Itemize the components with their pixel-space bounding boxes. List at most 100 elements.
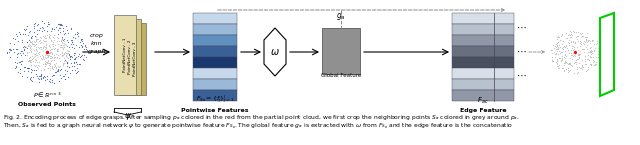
Point [557, 67, 567, 69]
Point [61, 70, 72, 72]
Point [546, 49, 556, 51]
Text: ⋯: ⋯ [517, 23, 527, 33]
Point [49, 59, 59, 61]
Point [548, 44, 558, 46]
Point [37, 63, 47, 66]
Point [553, 41, 563, 43]
Point [559, 62, 569, 65]
Point [590, 62, 600, 65]
Point [63, 50, 74, 52]
Point [81, 48, 92, 51]
Point [566, 36, 576, 38]
Point [53, 37, 63, 39]
Point [38, 76, 48, 78]
Point [25, 40, 35, 42]
Point [81, 46, 92, 48]
Point [39, 39, 49, 42]
Point [567, 54, 577, 57]
Point [557, 48, 568, 50]
Point [586, 46, 596, 48]
Point [52, 54, 63, 56]
Point [77, 54, 87, 56]
Point [12, 33, 22, 36]
Point [575, 45, 585, 47]
Point [58, 75, 68, 77]
Point [568, 41, 578, 43]
Polygon shape [264, 28, 286, 76]
Point [28, 75, 38, 78]
Point [49, 47, 59, 50]
Point [56, 40, 67, 43]
Point [10, 61, 20, 63]
Point [55, 64, 65, 67]
Point [53, 65, 63, 67]
Point [30, 52, 40, 55]
Point [58, 62, 68, 65]
Bar [452, 13, 514, 24]
Point [31, 37, 41, 40]
Point [46, 57, 56, 59]
Bar [193, 46, 237, 57]
Text: $F_{S_a} = \{f_j\}_{j=1}^{l}$: $F_{S_a} = \{f_j\}_{j=1}^{l}$ [196, 94, 234, 106]
Point [546, 48, 556, 51]
Text: Fig. 2. Encoding process of edge grasps. After sampling $p_a$ colored in the red: Fig. 2. Encoding process of edge grasps.… [3, 113, 520, 122]
Point [579, 63, 589, 65]
Point [16, 54, 26, 57]
Point [17, 75, 28, 77]
Point [52, 48, 62, 50]
Point [59, 59, 69, 62]
Point [69, 54, 79, 57]
Bar [322, 28, 360, 74]
Point [40, 76, 51, 78]
Point [30, 61, 40, 64]
Point [13, 31, 24, 33]
Point [60, 59, 70, 61]
Point [33, 64, 44, 66]
Point [33, 47, 44, 49]
Point [22, 34, 33, 36]
Point [29, 56, 40, 59]
Point [81, 56, 91, 58]
Point [67, 68, 77, 71]
Point [45, 62, 55, 64]
Point [70, 57, 81, 60]
Point [61, 55, 72, 58]
Point [52, 56, 62, 58]
Point [79, 48, 90, 50]
Point [28, 60, 38, 62]
Point [42, 57, 52, 59]
Point [563, 37, 573, 39]
Point [39, 36, 49, 38]
Point [26, 61, 36, 63]
Point [62, 29, 72, 31]
Point [47, 43, 58, 45]
Text: crop: crop [90, 33, 104, 38]
Point [554, 67, 564, 69]
Point [569, 30, 579, 33]
Point [561, 31, 571, 34]
Point [563, 41, 573, 43]
Point [44, 62, 54, 64]
Point [72, 67, 82, 69]
Point [40, 56, 51, 58]
Point [51, 26, 61, 28]
Point [35, 65, 45, 67]
Point [31, 59, 41, 61]
Point [47, 52, 58, 54]
Point [46, 51, 56, 54]
Point [26, 64, 36, 66]
Point [556, 56, 566, 59]
Point [565, 68, 575, 71]
Point [554, 47, 564, 49]
Point [78, 58, 88, 61]
Point [42, 75, 52, 77]
Point [556, 51, 566, 53]
Point [49, 63, 59, 65]
Point [564, 44, 574, 46]
Point [39, 68, 49, 70]
Point [570, 55, 580, 57]
Point [66, 27, 76, 29]
Point [581, 63, 591, 66]
Point [54, 66, 65, 68]
Point [24, 46, 35, 48]
